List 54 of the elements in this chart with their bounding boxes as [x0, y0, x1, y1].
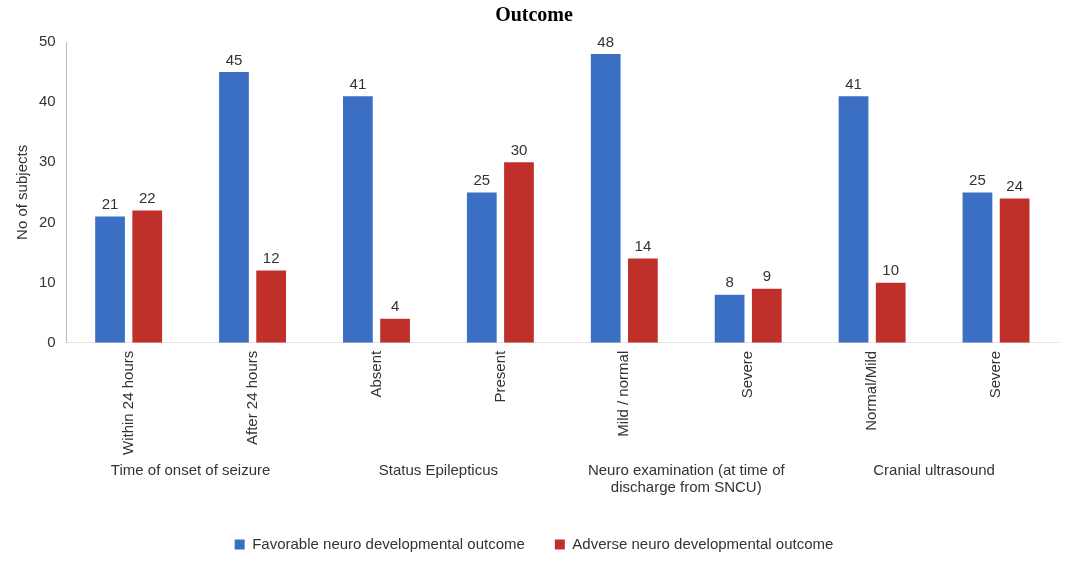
- data-label: 9: [762, 267, 771, 285]
- data-label: 4: [390, 297, 400, 315]
- text: Cranial ultrasound: [873, 460, 995, 478]
- x-tick-label: Severe: [738, 350, 756, 399]
- text: Neuro examination (at time of discharge from SNCU): [587, 460, 786, 495]
- bar: [466, 192, 497, 343]
- x-tick-label: Severe: [986, 350, 1004, 399]
- bar: [380, 318, 410, 343]
- bar: [590, 54, 621, 343]
- bar: [343, 96, 373, 343]
- bar: [504, 162, 534, 343]
- bar: [999, 198, 1030, 343]
- chart-title: Outcome: [495, 3, 573, 26]
- bar: [628, 258, 658, 343]
- data-label: 30: [510, 140, 528, 158]
- x-tick-label: Absent: [366, 349, 384, 398]
- x-tick-label: Mild / normal: [614, 350, 632, 437]
- text: Status Epilepticus: [378, 460, 499, 478]
- data-label: 25: [969, 171, 986, 189]
- data-label: 45: [225, 50, 243, 68]
- x-tick-label: Within 24 hours: [118, 350, 136, 455]
- y-tick-label: 20: [39, 212, 56, 230]
- data-label: 22: [138, 189, 156, 207]
- y-tick-label: 10: [39, 272, 56, 290]
- bar: [714, 294, 745, 343]
- data-label: 41: [349, 74, 367, 92]
- data-label: 24: [1006, 177, 1023, 195]
- x-tick-label: Normal/Mild: [862, 350, 880, 431]
- y-tick-label: 30: [39, 152, 56, 170]
- y-tick-label: 0: [47, 332, 56, 350]
- bar: [95, 216, 125, 343]
- data-label: 12: [262, 249, 280, 267]
- bar: [256, 270, 287, 343]
- data-label: 25: [473, 171, 491, 189]
- bar: [219, 72, 249, 343]
- x-tick-label: Present: [490, 349, 508, 403]
- x-tick-label: After 24 hours: [242, 350, 260, 445]
- data-label: 14: [634, 237, 652, 255]
- data-label: 8: [725, 273, 734, 291]
- bar: [838, 96, 869, 343]
- bar: [751, 288, 782, 343]
- bar: [875, 282, 906, 343]
- bar: [132, 210, 163, 343]
- bar: [962, 192, 993, 343]
- data-label: 10: [882, 261, 900, 279]
- data-label: 21: [101, 195, 119, 213]
- y-tick-label: 50: [39, 32, 56, 50]
- legend-label: Adverse neuro developmental outcome: [572, 534, 834, 552]
- data-label: 48: [597, 32, 615, 50]
- y-axis-title: No of subjects: [13, 144, 31, 240]
- legend-label: Favorable neuro developmental outcome: [252, 534, 525, 552]
- text: Time of onset of seizure: [110, 460, 271, 478]
- y-tick-label: 40: [39, 92, 56, 110]
- data-label: 41: [845, 74, 862, 92]
